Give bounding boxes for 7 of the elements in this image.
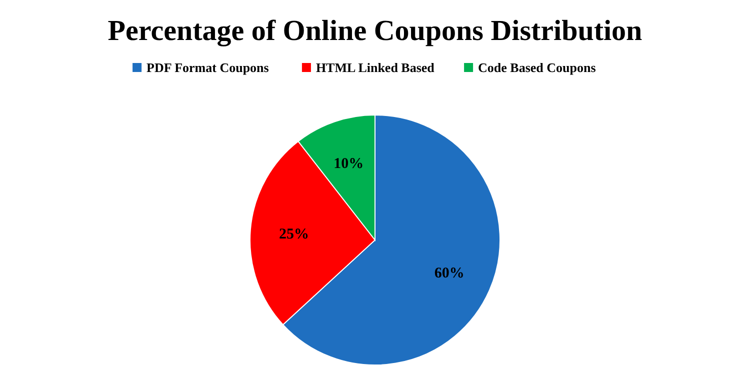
legend-label: PDF Format Coupons xyxy=(146,60,269,75)
chart-title: Percentage of Online Coupons Distribution xyxy=(108,15,642,47)
data-label: 25% xyxy=(279,226,310,242)
data-label: 10% xyxy=(334,156,364,172)
legend-label: HTML Linked Based xyxy=(316,60,436,75)
legend-label: Code Based Coupons xyxy=(478,60,596,75)
data-label: 60% xyxy=(434,266,464,282)
